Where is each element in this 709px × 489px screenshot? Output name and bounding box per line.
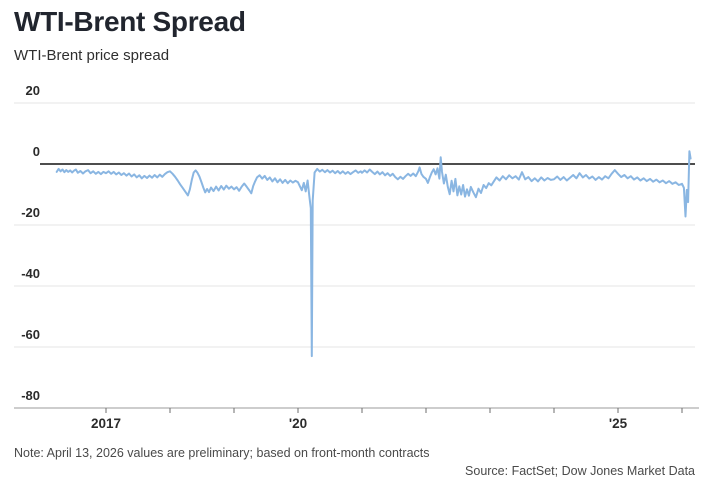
chart-subtitle: WTI-Brent price spread [14, 47, 170, 64]
y-axis-label: 0 [32, 144, 40, 159]
chart-title: WTI-Brent Spread [14, 6, 246, 37]
y-axis-label: -40 [21, 266, 40, 281]
x-axis-label: '20 [288, 416, 308, 431]
x-axis-label: '25 [608, 416, 628, 431]
chart-footnote: Note: April 13, 2026 values are prelimin… [14, 446, 430, 460]
chart-source: Source: FactSet; Dow Jones Market Data [465, 464, 695, 478]
y-axis-label: -60 [21, 327, 40, 342]
spread-series-line [55, 150, 692, 358]
y-axis-label: -20 [21, 205, 40, 220]
y-axis-label: -80 [21, 388, 40, 403]
y-axis-label: 20 [25, 83, 40, 98]
x-axis-label: 2017 [90, 416, 122, 431]
